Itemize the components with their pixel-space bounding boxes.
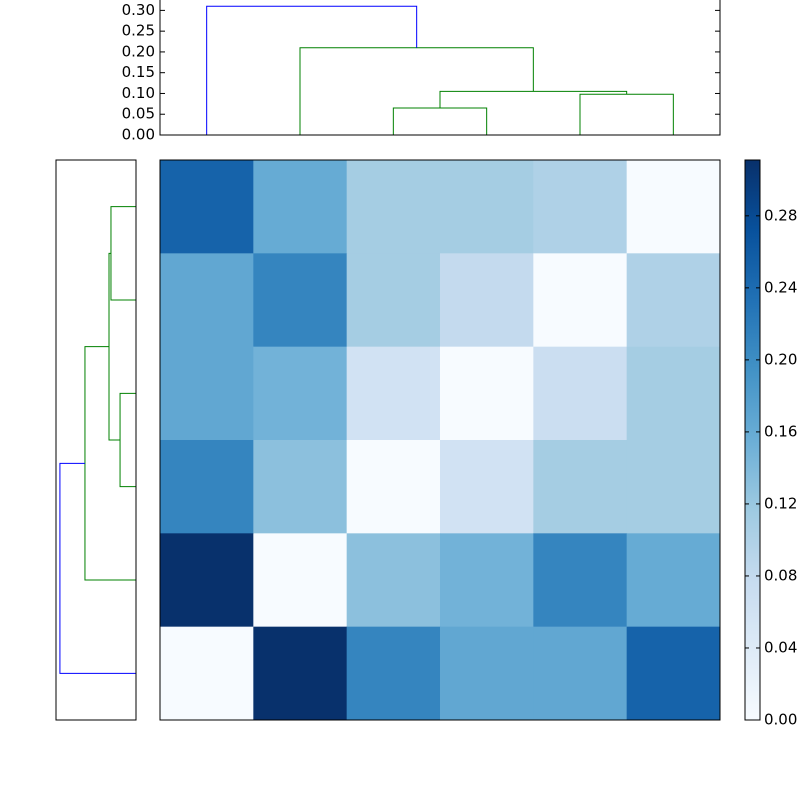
dendrogram-link bbox=[59, 462, 136, 674]
colorbar-tick-label: 0.28 bbox=[764, 206, 797, 224]
dendrogram-frame bbox=[55, 159, 137, 721]
heatmap-cell bbox=[253, 440, 348, 534]
heatmap-cell bbox=[160, 160, 254, 254]
dendrogram-link bbox=[392, 107, 488, 135]
heatmap-cell bbox=[533, 626, 628, 721]
dendrogram-link bbox=[206, 5, 418, 135]
dendrogram-frame bbox=[159, 0, 721, 136]
heatmap-cell bbox=[440, 626, 534, 721]
heatmap-cell bbox=[440, 440, 534, 534]
heatmap-cell bbox=[160, 253, 254, 348]
heatmap-cell bbox=[533, 160, 628, 254]
y-tick-label: 0.00 bbox=[122, 126, 155, 144]
y-tick-label: 0.25 bbox=[122, 22, 155, 40]
heatmap-frame bbox=[159, 159, 721, 721]
colorbar-tick-label: 0.12 bbox=[764, 494, 797, 512]
colorbar-tick-label: 0.24 bbox=[764, 278, 797, 296]
y-tick-label: 0.20 bbox=[122, 42, 155, 60]
heatmap-cell bbox=[160, 346, 254, 441]
colorbar-tick-label: 0.20 bbox=[764, 350, 797, 368]
heatmap-cell bbox=[626, 346, 721, 441]
heatmap-cell bbox=[160, 626, 254, 721]
dendrogram-link bbox=[579, 93, 674, 135]
dendrogram-link bbox=[119, 392, 136, 488]
colorbar-tick-label: 0.04 bbox=[764, 638, 797, 656]
heatmap-cell bbox=[346, 253, 441, 348]
heatmap-cell bbox=[346, 160, 441, 254]
heatmap-cell bbox=[346, 533, 441, 628]
heatmap-cell bbox=[533, 346, 628, 441]
heatmap-cell bbox=[346, 346, 441, 441]
heatmap-cell bbox=[253, 253, 348, 348]
heatmap-cell bbox=[253, 533, 348, 628]
colorbar-tick-label: 0.00 bbox=[764, 711, 797, 729]
heatmap-cell bbox=[160, 533, 254, 628]
heatmap-cell bbox=[253, 626, 348, 721]
heatmap-cell bbox=[626, 253, 721, 348]
dendrogram-link bbox=[110, 206, 136, 301]
heatmap-cell bbox=[626, 626, 721, 721]
heatmap-cell bbox=[160, 440, 254, 534]
heatmap-cell bbox=[533, 253, 628, 348]
heatmap-cell bbox=[440, 160, 534, 254]
heatmap-cell bbox=[626, 440, 721, 534]
heatmap-cell bbox=[626, 533, 721, 628]
dendrogram-link bbox=[84, 346, 136, 581]
y-tick-label: 0.10 bbox=[122, 84, 155, 102]
heatmap-cell bbox=[253, 160, 348, 254]
colorbar-tick-label: 0.08 bbox=[764, 566, 797, 584]
heatmap-cell bbox=[533, 440, 628, 534]
heatmap-cell bbox=[533, 533, 628, 628]
colorbar bbox=[744, 159, 761, 721]
heatmap-cell bbox=[253, 346, 348, 441]
heatmap-cell bbox=[440, 346, 534, 441]
heatmap-cell bbox=[626, 160, 721, 254]
colorbar-tick-label: 0.16 bbox=[764, 422, 797, 440]
heatmap-cell bbox=[440, 533, 534, 628]
y-tick-label: 0.30 bbox=[122, 1, 155, 19]
heatmap-cell bbox=[346, 626, 441, 721]
y-tick-label: 0.15 bbox=[122, 63, 155, 81]
heatmap-cell bbox=[346, 440, 441, 534]
heatmap-cell bbox=[440, 253, 534, 348]
y-tick-label: 0.05 bbox=[122, 105, 155, 123]
